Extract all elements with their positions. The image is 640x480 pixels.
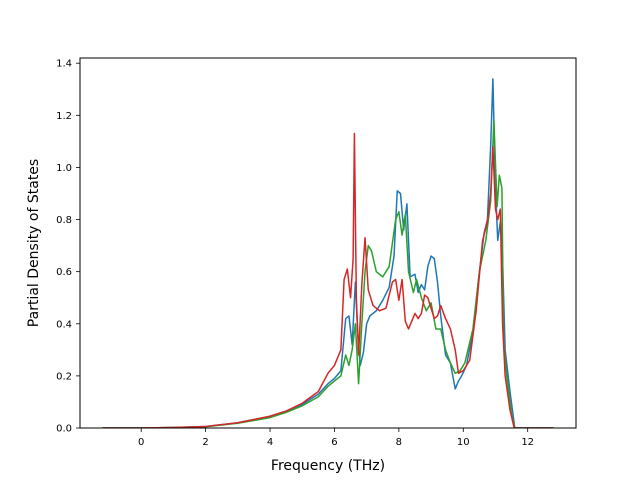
series-line-3 [102, 132, 554, 428]
x-tick-label: 2 [202, 437, 208, 448]
x-tick-label: 0 [138, 437, 144, 448]
plot-frame [79, 57, 577, 429]
x-axis-label: Frequency (THz) [271, 458, 385, 474]
x-axis-ticks: 0 2 4 6 8 10 12 [138, 428, 534, 448]
y-tick-label: 1.2 [56, 111, 72, 122]
y-tick-label: 0.8 [56, 215, 72, 226]
y-tick-label: 0.4 [56, 319, 72, 330]
x-tick-label: 8 [396, 437, 402, 448]
y-axis-label: Partial Density of States [26, 159, 42, 327]
y-axis-ticks: 0.0 0.2 0.4 0.6 0.8 1.0 1.2 1.4 [56, 59, 80, 435]
y-tick-label: 1.0 [56, 163, 72, 174]
x-tick-label: 6 [331, 437, 337, 448]
y-tick-label: 0.0 [56, 424, 72, 435]
y-tick-label: 0.2 [56, 371, 72, 382]
y-tick-label: 1.4 [56, 59, 72, 70]
series-layer [102, 78, 554, 428]
x-tick-label: 4 [267, 437, 273, 448]
x-tick-label: 10 [457, 437, 470, 448]
x-tick-label: 12 [521, 437, 534, 448]
y-tick-label: 0.6 [56, 267, 72, 278]
